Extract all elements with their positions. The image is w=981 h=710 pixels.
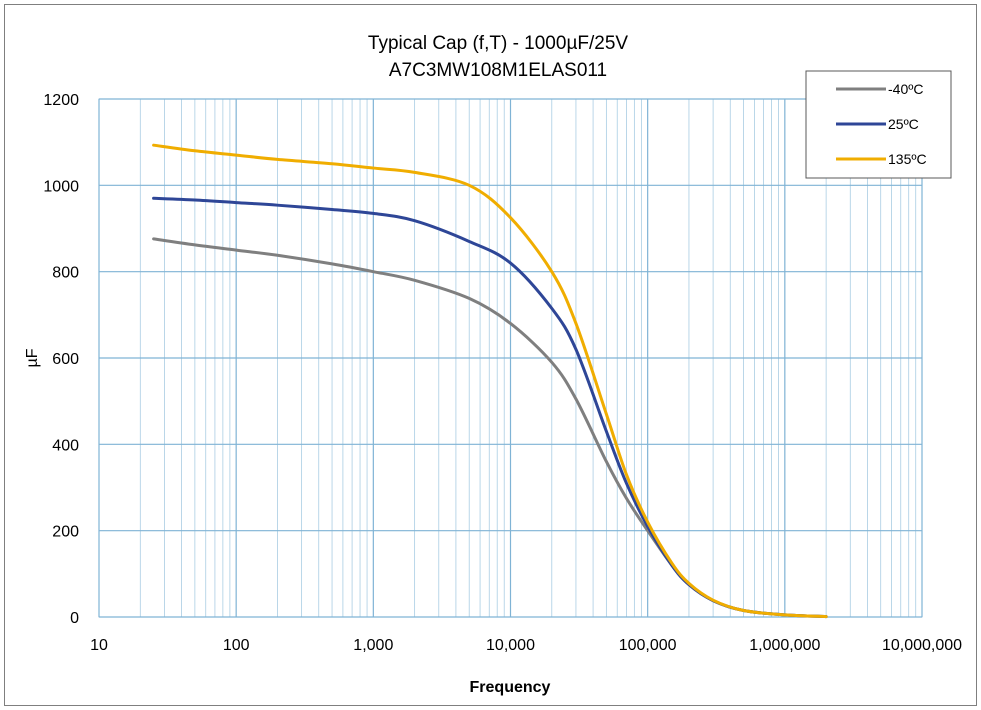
x-axis-label: Frequency (470, 679, 551, 696)
grid (98, 98, 923, 618)
y-tick-label: 1000 (43, 178, 79, 195)
x-tick-label: 10 (90, 637, 108, 654)
y-tick-label: 0 (70, 610, 79, 627)
x-tick-label: 10,000 (486, 637, 535, 654)
y-axis-label: µF (24, 348, 41, 367)
legend-label: 135ºC (888, 151, 927, 167)
x-tick-label: 1,000,000 (749, 637, 820, 654)
y-tick-label: 600 (52, 351, 79, 368)
y-tick-label: 400 (52, 437, 79, 454)
chart-subtitle: A7C3MW108M1ELAS011 (389, 60, 607, 81)
y-tick-label: 1200 (43, 92, 79, 109)
x-tick-label: 100,000 (619, 637, 677, 654)
legend-label: 25ºC (888, 116, 919, 132)
legend-label: -40ºC (888, 81, 923, 97)
series-line-1 (152, 196, 828, 619)
series-lines (152, 143, 828, 619)
series-line-0 (152, 237, 828, 619)
y-tick-label: 800 (52, 265, 79, 282)
x-tick-label: 100 (223, 637, 250, 654)
series-line-2 (152, 143, 828, 619)
y-tick-label: 200 (52, 524, 79, 541)
legend: -40ºC 25ºC 135ºC (805, 70, 952, 179)
chart-title: Typical Cap (f,T) - 1000µF/25V (368, 33, 628, 54)
axes: 10 100 1,000 10,000 100,000 1,000,000 10,000,0… (43, 92, 962, 654)
x-tick-label: 1,000 (353, 637, 393, 654)
x-tick-label: 10,000,000 (882, 637, 962, 654)
